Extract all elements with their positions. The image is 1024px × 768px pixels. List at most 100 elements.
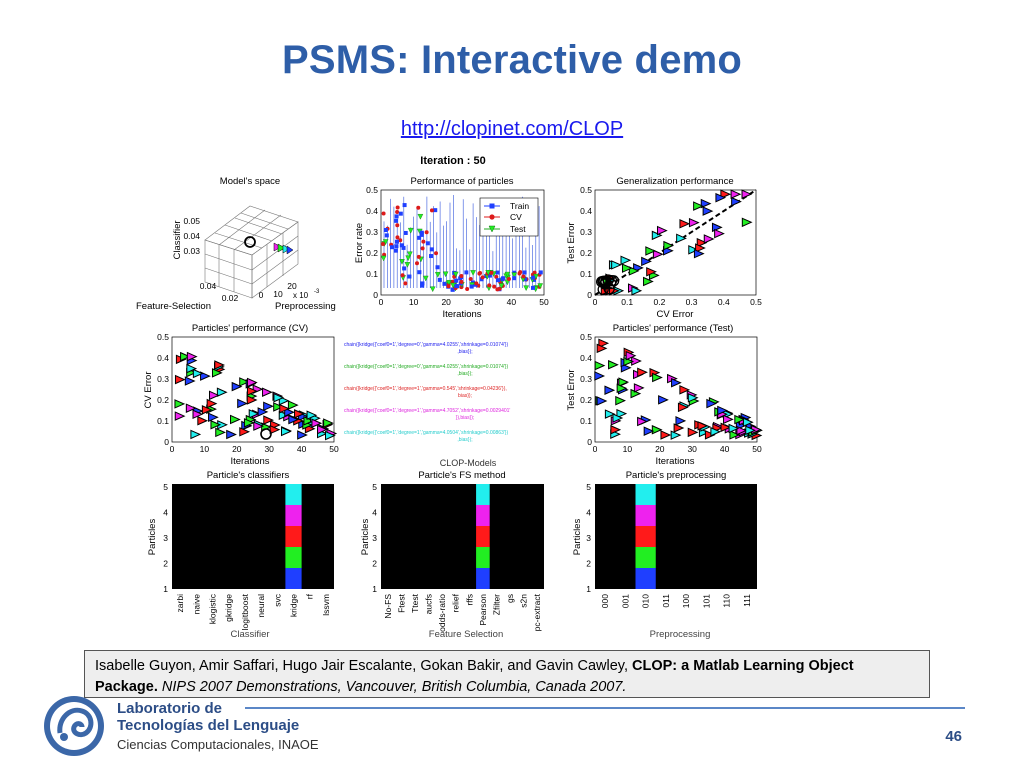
- cls-xtick: klogistic: [208, 593, 218, 624]
- perf-test-point: [452, 271, 459, 278]
- cls-cell: [285, 547, 302, 568]
- perf-train-point: [487, 273, 492, 278]
- ppcv-point: [210, 419, 222, 430]
- models-space-xlabel: Feature-Selection: [136, 301, 211, 312]
- ppcv-yticks: 0.5 0.4 0.3 0.2 0.1 0: [157, 332, 169, 447]
- perf-cv-point: [459, 279, 464, 284]
- clop-model-line-cont: }),bias});: [456, 415, 475, 421]
- perf-cv-point: [478, 270, 483, 275]
- ppt-point: [594, 360, 606, 371]
- perf-train-point: [458, 276, 463, 281]
- ppt-point: [618, 377, 630, 387]
- fs-xticks: No-FS Ftest Ttest aucfs odds-ratio relief rffs…: [383, 593, 542, 631]
- perf-cv-point: [489, 270, 494, 275]
- ppcv-point: [279, 403, 290, 414]
- perf-test-point: [537, 283, 544, 289]
- ppt-point: [742, 417, 754, 428]
- identity-line: [594, 189, 757, 296]
- ppcv-point: [214, 360, 226, 370]
- perf-train-point: [394, 239, 399, 244]
- perf-xtick: 50: [539, 297, 549, 307]
- ppcv-xticks: 0 10 20 30 40 50: [170, 444, 339, 454]
- gen-point: [696, 237, 708, 248]
- ppt-ytick: 0.2: [580, 395, 592, 405]
- perf-train-point: [389, 245, 394, 250]
- perf-test-point: [485, 270, 492, 276]
- clop-model-line: chain({kridge({'coef0=1','degree=0','gam…: [344, 364, 508, 370]
- fs-xlabel: Feature Selection: [429, 629, 503, 640]
- ppt-point: [596, 343, 608, 354]
- ppcv-point: [243, 418, 255, 428]
- perf-cv-point: [518, 270, 523, 275]
- cls-ytick: 4: [163, 508, 168, 518]
- fs-ytick: 2: [372, 559, 377, 569]
- ppcv-point: [280, 426, 292, 437]
- perf-ytick: 0.2: [366, 248, 378, 258]
- gen-point: [693, 248, 705, 259]
- perf-cv-point: [492, 284, 497, 289]
- prep-ytick: 5: [586, 482, 591, 492]
- prep-ytick: 1: [586, 584, 591, 594]
- gen-point: [741, 189, 753, 199]
- clop-link[interactable]: http://clopinet.com/CLOP: [400, 118, 624, 140]
- gen-point: [621, 263, 633, 273]
- fs-xtick: Ttest: [410, 593, 420, 613]
- slide-title: PSMS: Interactive demo: [281, 38, 743, 82]
- cls-cell: [285, 568, 302, 589]
- prep-yticks: 5 4 3 2 1: [586, 482, 591, 594]
- perf-test-point: [404, 262, 411, 268]
- ppt-point: [734, 414, 746, 425]
- perf-cv-point: [494, 274, 499, 279]
- perf-train-point: [420, 283, 425, 288]
- prep-xtick: 101: [701, 594, 711, 608]
- ppt-point: [673, 423, 685, 433]
- ppcv-point: [239, 427, 251, 437]
- perf-train-point: [401, 245, 406, 250]
- ppt-point: [637, 416, 648, 427]
- lab-name-line1: Laboratorio de: [117, 700, 223, 717]
- gen-point: [646, 267, 657, 277]
- perf-legend: Train CV Test: [479, 197, 539, 237]
- cls-yticks: 5 4 3 2 1: [163, 482, 168, 594]
- ppt-point: [729, 430, 741, 440]
- gen-xtick: 0.5: [750, 297, 762, 307]
- gen-point: [720, 189, 732, 199]
- footer-divider: [245, 707, 965, 709]
- ppcv-point: [206, 398, 218, 409]
- perf-test-point: [382, 239, 389, 245]
- fs-xtick: gs: [505, 594, 515, 603]
- ppcv-ytick: 0.3: [157, 374, 169, 384]
- xt-0: 0.04: [200, 281, 217, 291]
- gen-point: [688, 217, 700, 228]
- perf-train-point: [435, 265, 440, 270]
- ppt-xtick: 30: [687, 444, 697, 454]
- ppcv-point: [317, 424, 328, 435]
- ppcv-point: [288, 414, 300, 425]
- pp-cv-panel: Particles' performance (CV) CV Error Ite…: [143, 323, 339, 467]
- cls-xtick: gkridge: [224, 594, 234, 622]
- gen-ytick: 0.2: [580, 248, 592, 258]
- perf-cv-point: [495, 287, 500, 292]
- fs-panel: Particle's FS method 5 4 3 2 1 No-FS Ftest Tte…: [360, 470, 544, 640]
- ppt-point: [670, 430, 682, 440]
- ppcv-point: [273, 402, 284, 412]
- ppt-point: [675, 416, 687, 426]
- perf-xtick: 20: [441, 297, 451, 307]
- clop-model-line-cont: ,bias});: [457, 437, 472, 443]
- ppcv-point: [184, 376, 196, 386]
- fs-xtick: relief: [451, 593, 461, 612]
- ppt-point: [687, 427, 699, 438]
- perf-train-point: [417, 235, 422, 240]
- gen-points: [595, 189, 753, 296]
- perf-yticks: 0.5 0.4 0.3 0.2 0.1 0: [366, 185, 378, 300]
- gen-point: [676, 233, 687, 244]
- gen-point: [652, 249, 664, 260]
- gen-ring-point: [597, 283, 609, 296]
- ppt-point: [610, 424, 622, 435]
- ppcv-point: [262, 387, 273, 398]
- ppt-point: [704, 430, 716, 440]
- ppcv-point: [257, 407, 269, 417]
- zt-1: 0.04: [183, 231, 200, 241]
- ppcv-point: [180, 351, 191, 362]
